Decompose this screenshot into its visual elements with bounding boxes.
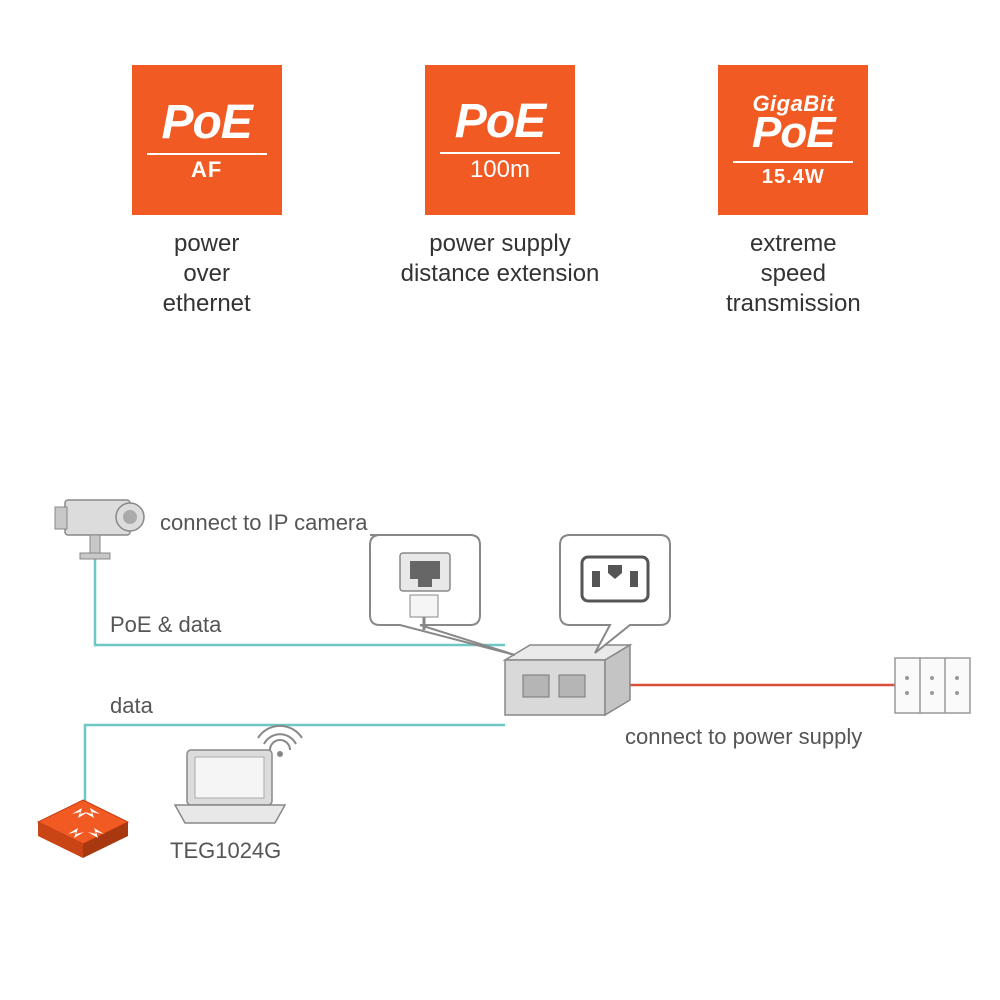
badge-sub: 100m	[470, 158, 530, 182]
badge-caption-2: extreme speed transmission	[726, 229, 861, 319]
ip-camera-icon	[55, 500, 144, 559]
badge-caption-1: power supply distance extension	[401, 229, 600, 289]
caption-line: speed	[761, 260, 826, 287]
badge-main: PoE	[161, 99, 251, 147]
label-poe-data: PoE & data	[110, 612, 221, 638]
label-power: connect to power supply	[625, 724, 862, 750]
badge-col-1: PoE 100m power supply distance extension	[383, 65, 616, 319]
badge-col-0: PoE AF power over ethernet	[90, 65, 323, 319]
caption-line: power supply	[429, 230, 570, 257]
badge-col-2: GigaBit PoE 15.4W extreme speed transmis…	[677, 65, 910, 319]
poe-injector-icon	[505, 645, 630, 715]
caption-line: over	[183, 260, 230, 287]
caption-line: power	[174, 230, 239, 257]
badge-poe-100m: PoE 100m	[425, 65, 575, 215]
callout-ethernet-port	[370, 535, 515, 655]
callout-power-socket	[560, 535, 670, 653]
caption-line: ethernet	[163, 290, 251, 317]
label-camera: connect to IP camera	[160, 510, 368, 536]
badge-sub: AF	[191, 159, 222, 181]
badge-divider	[733, 161, 853, 163]
network-switch-icon	[38, 800, 128, 858]
connection-diagram: connect to IP camera PoE & data data TEG…	[0, 480, 1000, 940]
badge-divider	[147, 153, 267, 155]
badge-sub: 15.4W	[762, 167, 825, 187]
caption-line: distance extension	[401, 260, 600, 287]
label-data: data	[110, 693, 153, 719]
line-switch-to-injector	[85, 725, 505, 815]
wall-outlet-icon	[895, 658, 970, 713]
laptop-icon	[175, 726, 302, 823]
caption-line: extreme	[750, 230, 837, 257]
caption-line: transmission	[726, 290, 861, 317]
badge-poe-af: PoE AF	[132, 65, 282, 215]
badge-main: PoE	[455, 98, 545, 146]
badges-row: PoE AF power over ethernet PoE 100m powe…	[0, 0, 1000, 319]
label-switch-model: TEG1024G	[170, 838, 281, 864]
badge-caption-0: power over ethernet	[163, 229, 251, 319]
badge-divider	[440, 152, 560, 154]
badge-gigabit-poe: GigaBit PoE 15.4W	[718, 65, 868, 215]
badge-main: PoE	[752, 111, 835, 155]
